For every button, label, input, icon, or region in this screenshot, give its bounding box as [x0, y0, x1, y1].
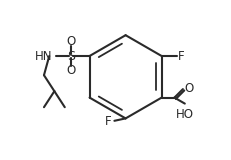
Text: HO: HO: [175, 108, 193, 121]
Text: O: O: [66, 64, 76, 77]
Text: F: F: [105, 115, 112, 128]
Text: S: S: [67, 49, 75, 63]
Text: O: O: [66, 35, 76, 48]
Text: HN: HN: [34, 49, 52, 63]
Text: F: F: [177, 49, 183, 63]
Text: O: O: [183, 82, 193, 95]
